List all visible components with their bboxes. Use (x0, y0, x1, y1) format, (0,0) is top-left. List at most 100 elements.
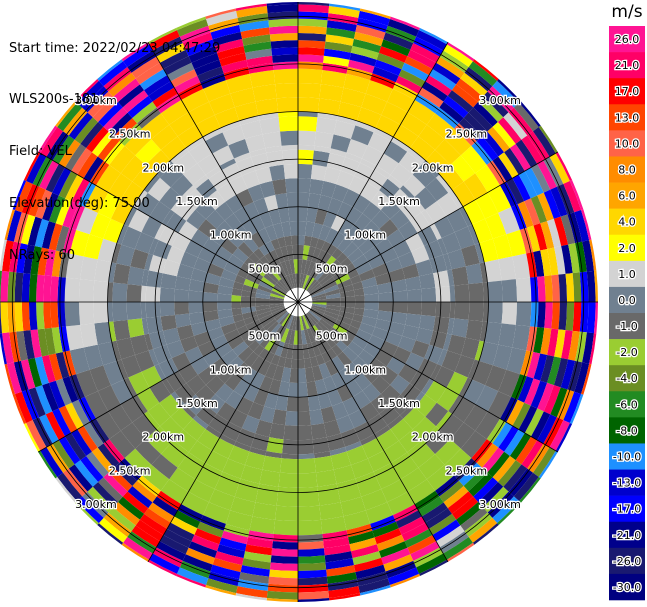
colorbar-tick-label: 13.0 (615, 111, 640, 124)
velocity-cell (530, 195, 548, 224)
velocity-cell (501, 302, 518, 325)
velocity-cell (92, 482, 118, 508)
velocity-cell (421, 302, 437, 317)
velocity-cell (345, 441, 362, 452)
velocity-cell (123, 537, 153, 560)
velocity-cell (442, 333, 452, 351)
velocity-cell (149, 380, 171, 403)
velocity-cell (248, 323, 264, 336)
velocity-cell (298, 130, 316, 146)
velocity-cell (436, 192, 459, 217)
velocity-cell (478, 482, 504, 508)
velocity-cell (298, 491, 320, 507)
velocity-cell (0, 302, 3, 334)
velocity-cell (148, 502, 175, 523)
velocity-cell (463, 173, 488, 200)
velocity-cell (485, 365, 507, 392)
velocity-cell (271, 548, 298, 557)
velocity-cell (475, 411, 501, 440)
colorbar-swatch (609, 573, 645, 601)
velocity-cell (454, 302, 470, 320)
velocity-cell (421, 378, 435, 395)
velocity-cell (182, 554, 213, 572)
velocity-cell (255, 304, 271, 311)
velocity-cell (277, 236, 287, 248)
start-time-text: Start time: 2022/02/23 04:47:29 (9, 40, 221, 56)
velocity-cell (472, 523, 499, 545)
velocity-cell (174, 200, 196, 221)
velocity-cell (37, 328, 49, 357)
velocity-cell (524, 378, 541, 406)
velocity-cell (266, 437, 284, 454)
velocity-cell (145, 149, 171, 175)
velocity-cell (178, 363, 198, 384)
velocity-cell (409, 443, 436, 468)
velocity-cell (244, 257, 256, 269)
velocity-cell (273, 519, 298, 536)
velocity-cell (205, 209, 225, 229)
velocity-cell (512, 402, 531, 430)
velocity-cell (103, 141, 125, 165)
velocity-cell (2, 240, 14, 272)
velocity-cell (43, 275, 52, 302)
velocity-cell (586, 302, 596, 334)
velocity-cell (94, 321, 112, 345)
velocity-cell (284, 235, 293, 247)
velocity-cell (62, 201, 79, 228)
velocity-cell (194, 528, 222, 545)
velocity-cell (333, 465, 356, 484)
velocity-cell (550, 186, 568, 217)
velocity-cell (268, 18, 298, 28)
velocity-cell (243, 351, 259, 368)
velocity-cell (447, 269, 455, 287)
velocity-cell (149, 553, 180, 574)
velocity-cell (443, 486, 469, 509)
velocity-cell (326, 348, 338, 360)
velocity-cell (506, 399, 525, 426)
velocity-cell (325, 34, 354, 46)
velocity-cell (340, 296, 356, 302)
velocity-cell (268, 208, 282, 226)
velocity-cell (6, 362, 22, 394)
velocity-cell (537, 192, 554, 222)
velocity-cell (4, 363, 15, 395)
velocity-cell (208, 170, 229, 191)
velocity-cell (336, 201, 353, 220)
velocity-cell (265, 225, 278, 242)
velocity-cell (314, 378, 328, 396)
velocity-cell (269, 25, 298, 35)
velocity-cell (262, 455, 282, 473)
velocity-cell (14, 302, 24, 332)
velocity-cell (117, 84, 145, 108)
velocity-cell (116, 337, 135, 360)
velocity-cell (272, 409, 287, 426)
velocity-cell (492, 156, 513, 182)
velocity-cell (517, 376, 534, 403)
velocity-cell (197, 66, 224, 83)
velocity-cell (331, 248, 343, 260)
velocity-cell (80, 121, 104, 149)
velocity-cell (347, 341, 364, 357)
velocity-cell (487, 280, 503, 302)
velocity-cell (378, 541, 408, 558)
colorbar-swatch (609, 104, 645, 131)
velocity-cell (393, 124, 419, 148)
velocity-cell (128, 371, 150, 395)
velocity-cell (75, 79, 99, 103)
velocity-cell (298, 235, 305, 246)
velocity-cell (113, 117, 138, 142)
velocity-cell (251, 327, 267, 341)
velocity-cell (338, 219, 354, 237)
velocity-cell (497, 501, 521, 525)
velocity-cell (371, 209, 391, 229)
velocity-cell (35, 385, 53, 415)
velocity-cell (312, 264, 324, 279)
velocity-cell (452, 397, 476, 423)
velocity-cell (479, 321, 488, 342)
velocity-cell (331, 355, 346, 373)
velocity-cell (412, 163, 437, 188)
range-label: 1.00km (210, 229, 252, 242)
velocity-cell (231, 302, 242, 309)
velocity-cell (319, 273, 333, 286)
velocity-cell (492, 344, 513, 370)
